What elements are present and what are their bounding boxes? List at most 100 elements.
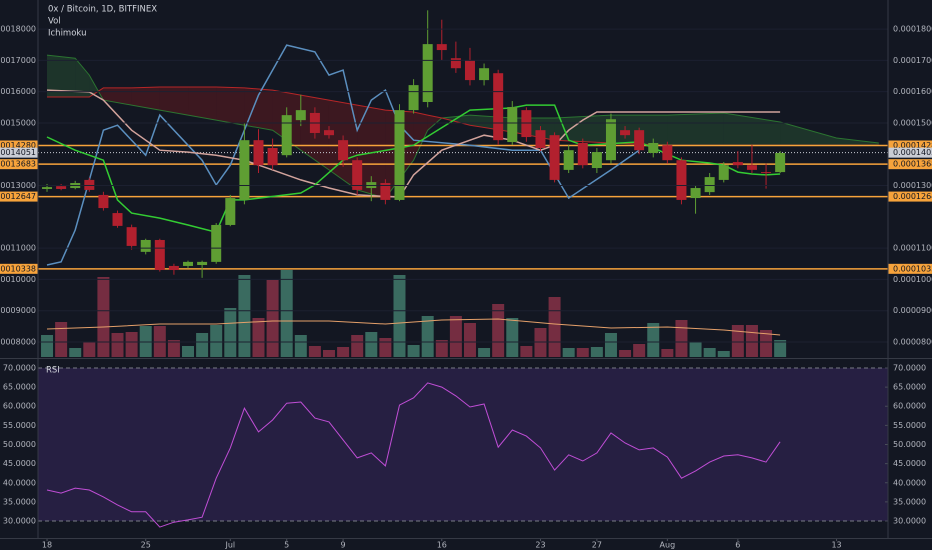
volume-bar xyxy=(196,333,209,357)
x-tick-label: Jul xyxy=(224,541,235,550)
level-label: 0.00014051 xyxy=(893,148,932,157)
candle-body xyxy=(168,265,179,271)
volume-bar xyxy=(435,340,448,357)
x-tick-label: 6 xyxy=(735,541,740,550)
cloud-fill xyxy=(131,86,160,111)
rsi-tick-label: 35.0000 xyxy=(3,497,36,506)
candle-body xyxy=(535,130,546,148)
rsi-tick-label: 30.0000 xyxy=(3,517,36,526)
indicator-label: Vol xyxy=(48,17,61,27)
level-label: 0.00010338 xyxy=(0,264,36,273)
volume-bar xyxy=(308,346,321,357)
candle-body xyxy=(746,165,757,170)
candle-body xyxy=(112,213,123,226)
volume-bar xyxy=(619,350,632,357)
ichimoku-line xyxy=(46,104,781,234)
chart-title: 0x / Bitcoin, 1D, BITFINEX xyxy=(48,5,157,15)
volume-bar xyxy=(548,297,561,357)
rsi-tick-label: 50.0000 xyxy=(893,440,926,449)
volume-bar xyxy=(449,316,462,357)
indicator-label: Ichimoku xyxy=(48,29,86,39)
volume-bar xyxy=(210,325,223,357)
volume-bar xyxy=(463,323,476,357)
candle-body xyxy=(521,110,532,138)
candle-body xyxy=(323,130,334,136)
cloud-fill xyxy=(188,86,217,121)
level-label-box xyxy=(888,159,932,170)
cloud-fill xyxy=(103,87,132,106)
candle-body xyxy=(239,140,250,200)
cloud-fill xyxy=(836,137,879,146)
cloud-fill xyxy=(216,86,245,126)
rsi-tick-label: 40.0000 xyxy=(3,478,36,487)
volume-bar xyxy=(55,322,68,357)
level-label-box xyxy=(888,263,932,274)
level-label-box xyxy=(888,191,932,202)
volume-bar xyxy=(661,349,674,357)
volume-bar xyxy=(337,347,350,357)
volume-bar xyxy=(125,332,138,357)
cloud-fill xyxy=(357,105,386,199)
rsi-tick-label: 45.0000 xyxy=(893,459,926,468)
volume-bar xyxy=(238,275,251,357)
candle-body xyxy=(464,60,475,81)
candle-body xyxy=(549,135,560,180)
volume-bar xyxy=(421,316,434,357)
candle-body xyxy=(394,110,405,200)
cloud-fill xyxy=(667,112,724,146)
candle-body xyxy=(267,147,278,166)
candle-body xyxy=(84,179,95,190)
volume-bar xyxy=(774,340,787,357)
volume-bar xyxy=(167,340,180,357)
cloud-fill xyxy=(75,58,90,97)
candle-body xyxy=(620,130,631,136)
volume-bar xyxy=(224,308,237,357)
volume-bar xyxy=(647,323,660,357)
volume-bar xyxy=(492,304,505,357)
volume-bar xyxy=(111,333,124,357)
candle-body xyxy=(662,145,673,161)
rsi-band xyxy=(38,367,888,522)
level-label-box xyxy=(0,140,38,151)
candle-body xyxy=(42,187,53,189)
candle-body xyxy=(253,140,264,166)
candle-body xyxy=(56,186,67,189)
x-tick-label: 25 xyxy=(141,541,151,550)
level-label-box xyxy=(0,147,38,158)
candle-body xyxy=(98,194,109,209)
volume-bar xyxy=(379,338,392,357)
cloud-fill xyxy=(723,112,781,146)
candle-body xyxy=(732,162,743,166)
volume-bar xyxy=(41,335,54,357)
candle-body xyxy=(605,119,616,161)
cloud-fill xyxy=(780,122,837,146)
candle-body xyxy=(422,44,433,102)
volume-bar xyxy=(83,342,96,357)
ichimoku-line xyxy=(46,89,781,198)
level-label-box xyxy=(0,263,38,274)
candle-body xyxy=(183,261,194,266)
volume-bar xyxy=(407,345,420,357)
candle-body xyxy=(493,73,504,141)
x-tick-label: 16 xyxy=(437,541,447,550)
volume-bar xyxy=(760,330,773,357)
volume-bar xyxy=(590,347,603,357)
x-tick-label: 13 xyxy=(831,541,841,550)
rsi-tick-label: 70.0000 xyxy=(893,363,926,372)
rsi-tick-label: 40.0000 xyxy=(893,478,926,487)
volume-bar xyxy=(280,270,293,357)
volume-bar xyxy=(252,318,265,357)
ichimoku-line xyxy=(46,44,640,266)
candle-body xyxy=(775,153,786,173)
cloud-fill xyxy=(244,87,273,131)
